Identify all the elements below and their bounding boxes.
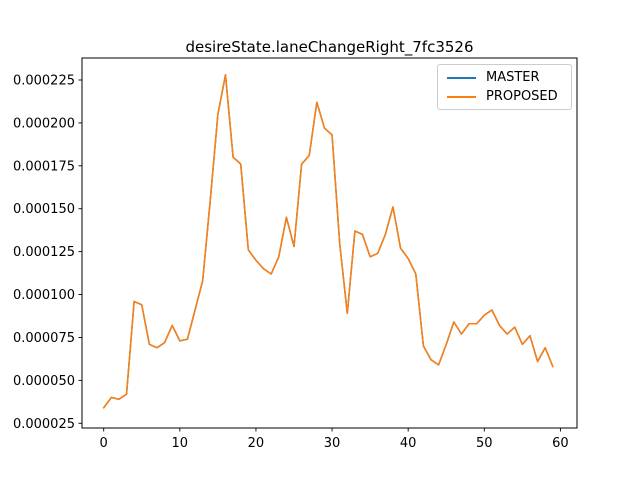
y-tick-label: 0.000025 <box>13 417 75 432</box>
legend-entry-proposed: PROPOSED <box>447 89 562 104</box>
y-tick-label: 0.000075 <box>13 331 75 346</box>
x-tick-label: 30 <box>324 436 341 451</box>
x-tick-label: 10 <box>172 436 189 451</box>
series-line-proposed <box>102 74 554 409</box>
x-tick-label: 40 <box>400 436 417 451</box>
x-tick-label: 60 <box>552 436 569 451</box>
chart-title: desireState.laneChangeRight_7fc3526 <box>185 38 474 56</box>
axes-frame <box>81 57 578 429</box>
legend-label-proposed: PROPOSED <box>486 89 558 104</box>
y-tick-label: 0.000125 <box>13 245 75 260</box>
proposed-line-swatch <box>447 95 476 98</box>
x-tick-label: 0 <box>100 436 108 451</box>
y-tick-label: 0.000050 <box>13 374 75 389</box>
y-tick-label: 0.000225 <box>13 74 75 89</box>
legend-entry-master: MASTER <box>447 70 562 85</box>
y-tick-label: 0.000100 <box>13 288 75 303</box>
legend: MASTER PROPOSED <box>437 64 572 110</box>
y-tick-label: 0.000150 <box>13 202 75 217</box>
legend-label-master: MASTER <box>486 70 540 85</box>
x-tick-label: 50 <box>476 436 493 451</box>
master-line-swatch <box>447 76 476 79</box>
series-line-master <box>102 74 554 409</box>
y-tick-label: 0.000200 <box>13 116 75 131</box>
x-tick-label: 20 <box>248 436 265 451</box>
y-tick-label: 0.000175 <box>13 159 75 174</box>
